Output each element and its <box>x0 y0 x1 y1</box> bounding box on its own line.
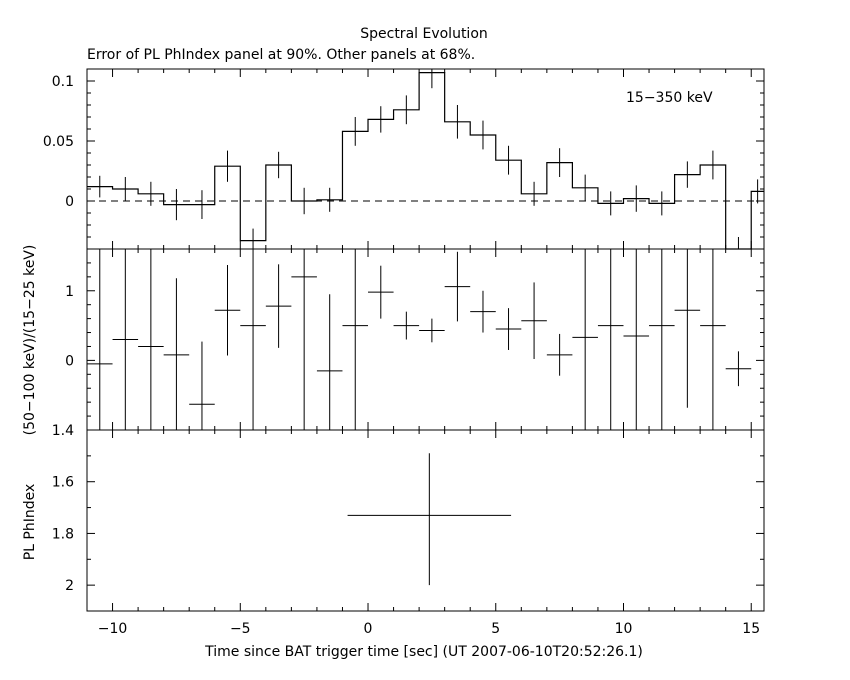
y-tick-label: 2 <box>65 578 74 594</box>
y-tick-label: 0 <box>65 194 74 210</box>
y-axis-label-photon-index: PL PhIndex <box>22 484 38 561</box>
chart-subtitle: Error of PL PhIndex panel at 90%. Other … <box>87 47 475 63</box>
hardness-ratio-panel-frame <box>86 248 765 431</box>
y-tick-label: 1.6 <box>52 475 74 491</box>
hardness-ratio-panel <box>87 249 752 430</box>
axis-ticks <box>86 69 764 611</box>
y-tick-label: 1.8 <box>52 526 74 542</box>
rate-panel <box>87 69 764 250</box>
photon-index-panel <box>347 453 512 586</box>
x-tick-label: 15 <box>742 621 760 637</box>
rate-panel-energy-label: 15−350 keV <box>626 90 713 106</box>
y-tick-label: 1 <box>65 284 74 300</box>
y-tick-label: 0 <box>65 353 74 369</box>
photon-index-panel-frame <box>86 429 765 612</box>
y-tick-label: 0.05 <box>43 134 74 150</box>
y-tick-label: 0.1 <box>52 74 74 90</box>
x-tick-label: 0 <box>364 621 373 637</box>
x-tick-label: −10 <box>98 621 128 637</box>
y-tick-label: 1.4 <box>52 423 74 439</box>
x-tick-label: −5 <box>230 621 251 637</box>
x-axis-label: Time since BAT trigger time [sec] (UT 20… <box>204 644 643 660</box>
x-tick-label: 5 <box>491 621 500 637</box>
y-axis-label-hardness-ratio: (50−100 keV)/(15−25 keV) <box>22 245 38 436</box>
chart-title: Spectral Evolution <box>360 26 488 42</box>
x-tick-label: 10 <box>615 621 633 637</box>
